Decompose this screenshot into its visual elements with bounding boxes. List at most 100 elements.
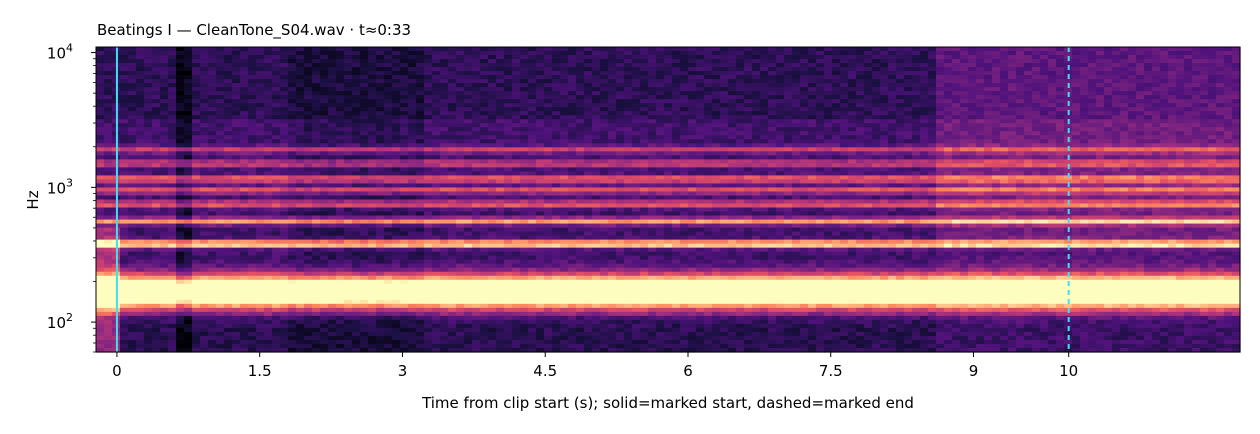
heatmap-cell	[464, 187, 473, 193]
heatmap-cell	[528, 159, 537, 164]
heatmap-cell	[608, 187, 617, 193]
heatmap-cell	[128, 67, 137, 72]
heatmap-cell	[576, 331, 585, 337]
heatmap-cell	[216, 107, 225, 112]
heatmap-cell	[544, 79, 553, 84]
heatmap-cell	[216, 283, 225, 289]
heatmap-cell	[288, 251, 297, 257]
heatmap-cell	[160, 59, 169, 64]
heatmap-cell	[528, 247, 537, 253]
heatmap-cell	[320, 99, 329, 104]
heatmap-cell	[224, 147, 233, 152]
heatmap-cell	[168, 315, 177, 321]
heatmap-cell	[584, 55, 593, 60]
heatmap-cell	[264, 95, 273, 100]
heatmap-cell	[96, 231, 105, 237]
heatmap-cell	[304, 307, 313, 313]
heatmap-cell	[168, 295, 177, 301]
heatmap-cell	[176, 347, 185, 353]
heatmap-cell	[128, 255, 137, 261]
heatmap-cell	[256, 55, 265, 60]
heatmap-cell	[496, 235, 505, 241]
heatmap-cell	[248, 187, 257, 193]
heatmap-cell	[128, 207, 137, 213]
heatmap-cell	[432, 299, 441, 305]
heatmap-cell	[264, 239, 273, 245]
heatmap-cell	[296, 55, 305, 60]
heatmap-cell	[368, 91, 377, 96]
heatmap-cell	[320, 167, 329, 172]
heatmap-cell	[304, 199, 313, 205]
heatmap-cell	[400, 51, 409, 56]
heatmap-cell	[96, 127, 105, 132]
heatmap-cell	[184, 279, 193, 285]
heatmap-cell	[432, 287, 441, 293]
heatmap-cell	[408, 155, 417, 160]
heatmap-cell	[224, 203, 233, 209]
heatmap-cell	[608, 195, 617, 201]
heatmap-cell	[608, 219, 617, 225]
heatmap-cell	[496, 143, 505, 148]
heatmap-cell	[336, 323, 345, 329]
heatmap-cell	[336, 103, 345, 108]
heatmap-cell	[352, 103, 361, 108]
heatmap-cell	[360, 95, 369, 100]
heatmap-cell	[560, 307, 569, 313]
heatmap-cell	[224, 207, 233, 213]
heatmap-cell	[384, 115, 393, 120]
heatmap-cell	[328, 211, 337, 217]
heatmap-cell	[576, 235, 585, 241]
heatmap-cell	[392, 111, 401, 116]
heatmap-cell	[352, 347, 361, 353]
heatmap-cell	[320, 207, 329, 213]
heatmap-cell	[264, 127, 273, 132]
heatmap-cell	[128, 271, 137, 277]
heatmap-cell	[168, 203, 177, 209]
heatmap-cell	[464, 167, 473, 172]
heatmap-cell	[464, 143, 473, 148]
heatmap-cell	[144, 251, 153, 257]
heatmap-cell	[424, 167, 433, 172]
heatmap-cell	[240, 163, 249, 168]
heatmap-cell	[344, 215, 353, 221]
heatmap-cell	[296, 115, 305, 120]
heatmap-cell	[488, 55, 497, 60]
heatmap-cell	[528, 319, 537, 325]
heatmap-cell	[176, 159, 185, 164]
heatmap-cell	[512, 195, 521, 201]
heatmap-cell	[240, 59, 249, 64]
heatmap-cell	[432, 231, 441, 237]
heatmap-cell	[432, 315, 441, 321]
heatmap-cell	[96, 263, 105, 269]
heatmap-cell	[272, 311, 281, 317]
heatmap-cell	[104, 87, 113, 92]
heatmap-cell	[384, 171, 393, 177]
heatmap-cell	[224, 47, 233, 52]
heatmap-cell	[360, 311, 369, 317]
heatmap-cell	[568, 115, 577, 120]
heatmap-cell	[496, 75, 505, 80]
heatmap-cell	[560, 131, 569, 136]
heatmap-cell	[584, 151, 593, 156]
heatmap-cell	[464, 347, 473, 353]
heatmap-cell	[168, 311, 177, 317]
heatmap-cell	[184, 347, 193, 353]
heatmap-cell	[192, 91, 201, 96]
heatmap-cell	[208, 315, 217, 321]
heatmap-cell	[360, 283, 369, 289]
heatmap-cell	[152, 255, 161, 261]
heatmap-cell	[248, 339, 257, 345]
heatmap-cell	[200, 215, 209, 221]
heatmap-cell	[168, 171, 177, 177]
heatmap-cell	[264, 279, 273, 285]
heatmap-cell	[432, 247, 441, 253]
heatmap-cell	[200, 135, 209, 140]
heatmap-cell	[536, 207, 545, 213]
heatmap-cell	[352, 47, 361, 52]
heatmap-cell	[240, 255, 249, 261]
heatmap-cell	[488, 191, 497, 197]
heatmap-cell	[184, 267, 193, 273]
heatmap-cell	[160, 263, 169, 269]
heatmap-cell	[168, 195, 177, 201]
heatmap-cell	[608, 227, 617, 233]
